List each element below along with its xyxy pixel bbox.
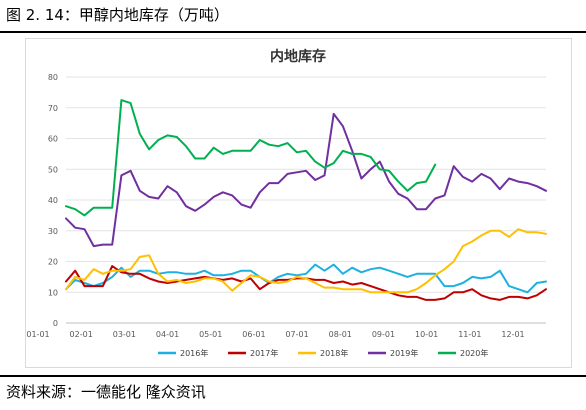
x-tick-label: 02-01 (70, 330, 93, 339)
series-line (65, 112, 547, 248)
x-tick-label: 12-01 (501, 330, 524, 339)
x-tick-label: 11-01 (458, 330, 481, 339)
y-tick-label: 80 (48, 73, 58, 82)
line-chart: 内地库存 0 10 20 30 40 50 60 70 80 01-01 02-01 03-01 04… (26, 48, 547, 358)
x-tick-label: 08-01 (329, 330, 352, 339)
series-line (65, 228, 547, 294)
x-tick-label: 07-01 (285, 330, 308, 339)
y-tick-label: 0 (53, 319, 58, 328)
x-axis: 01-01 02-01 03-01 04-01 05-01 06-01 07-01 08-01… (26, 330, 524, 339)
figure-title: 图 2. 14：甲醇内地库存（万吨） (6, 6, 229, 24)
y-tick-label: 20 (48, 258, 58, 267)
top-rule (0, 31, 586, 33)
y-tick-label: 60 (48, 135, 58, 144)
y-tick-label: 40 (48, 196, 58, 205)
series-lines (65, 99, 547, 301)
legend-label: 2018年 (320, 348, 348, 358)
y-axis: 0 10 20 30 40 50 60 70 80 (48, 73, 58, 328)
series-line (65, 99, 437, 217)
x-tick-label: 01-01 (26, 330, 49, 339)
x-tick-label: 05-01 (199, 330, 222, 339)
gridlines (66, 76, 546, 324)
x-tick-label: 09-01 (372, 330, 395, 339)
y-tick-label: 10 (48, 288, 58, 297)
x-tick-label: 06-01 (242, 330, 265, 339)
x-tick-label: 10-01 (415, 330, 438, 339)
bottom-rule (0, 375, 586, 377)
x-tick-label: 03-01 (113, 330, 136, 339)
y-tick-label: 70 (48, 104, 58, 113)
chart-frame: 内地库存 0 10 20 30 40 50 60 70 80 01-01 02-01 03-01 04… (25, 38, 572, 368)
y-tick-label: 50 (48, 165, 58, 174)
legend-label: 2019年 (390, 348, 418, 358)
legend-label: 2017年 (250, 348, 278, 358)
series-line (65, 263, 547, 294)
source-note: 资料来源：一德能化 隆众资讯 (6, 383, 206, 401)
chart-title: 内地库存 (270, 48, 326, 65)
x-tick-label: 04-01 (156, 330, 179, 339)
legend-label: 2016年 (180, 348, 208, 358)
legend: 2016年 2017年 2018年 2019年 2020年 (158, 348, 488, 358)
legend-label: 2020年 (460, 348, 488, 358)
y-tick-label: 30 (48, 227, 58, 236)
